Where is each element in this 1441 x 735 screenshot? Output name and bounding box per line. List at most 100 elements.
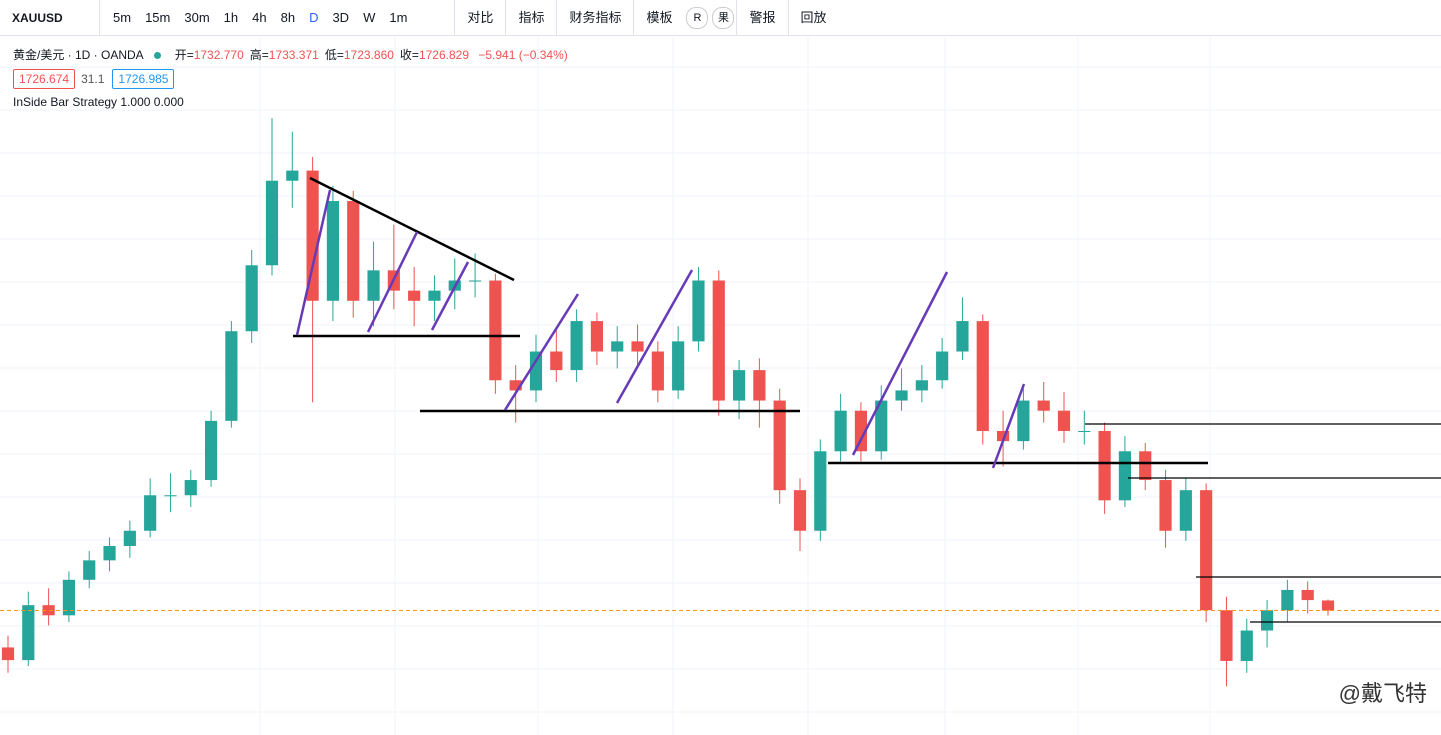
ohlc-label: 开= bbox=[174, 48, 194, 62]
change: −5.941 (−0.34%) bbox=[478, 48, 568, 62]
candle-body bbox=[144, 495, 157, 531]
candle-body bbox=[814, 451, 827, 531]
candle-body bbox=[489, 280, 502, 381]
candle-body bbox=[753, 370, 766, 401]
toolbar: XAUUSD 5m 15m 30m 1h 4h 8h D 3D W 1m 对比 指标 财务指标 模板 R 果… bbox=[0, 0, 1441, 36]
candle-body bbox=[1139, 451, 1152, 481]
candle-body bbox=[204, 420, 218, 481]
toolbar-button[interactable]: 指标 bbox=[505, 0, 556, 36]
toolbar-button[interactable]: 对比 bbox=[454, 0, 505, 36]
toolbar-button[interactable]: 财务指标 bbox=[556, 0, 633, 36]
interval[interactable]: W bbox=[363, 10, 376, 25]
ohlc-value: 1732.770 bbox=[193, 48, 244, 62]
candle-body bbox=[692, 280, 705, 342]
candle-body bbox=[1098, 430, 1111, 501]
watermark: @戴飞特 bbox=[1338, 681, 1427, 706]
ohlc-label: 高= bbox=[249, 48, 269, 62]
toolbar-button[interactable]: 回放 bbox=[787, 0, 839, 36]
interval[interactable]: 1h bbox=[223, 10, 239, 25]
candle-body bbox=[347, 201, 360, 301]
candle-body bbox=[1179, 490, 1192, 531]
candle-body bbox=[1240, 630, 1253, 661]
candle-body bbox=[1, 647, 15, 661]
intervals: 5m 15m 30m 1h 4h 8h D 3D W 1m bbox=[100, 10, 414, 25]
interval[interactable]: 30m bbox=[184, 10, 210, 25]
candle-body bbox=[570, 321, 583, 371]
candle-body bbox=[1321, 600, 1335, 611]
candle-body bbox=[103, 545, 116, 561]
ohlc-value: 1723.860 bbox=[343, 48, 394, 62]
candle-body bbox=[529, 351, 543, 391]
ohlc-label: 低= bbox=[324, 48, 344, 62]
instrument: 黄金/美元 · 1D · OANDA bbox=[13, 48, 144, 62]
candle-body bbox=[1118, 451, 1132, 501]
interval[interactable]: 8h bbox=[280, 10, 296, 25]
candle-body bbox=[468, 280, 482, 282]
badge[interactable]: 果 bbox=[712, 6, 735, 29]
legend: 黄金/美元 · 1D · OANDA 开=1732.770 高=1733.371 低=… bbox=[13, 46, 568, 118]
candle-body bbox=[915, 380, 928, 391]
title-row: 黄金/美元 · 1D · OANDA 开=1732.770 高=1733.371 低=… bbox=[13, 46, 568, 62]
candle-body bbox=[1017, 400, 1030, 442]
ohlc-value: 1733.371 bbox=[268, 48, 319, 62]
indicator-row: InSide Bar Strategy 1.000 0.000 bbox=[13, 95, 568, 109]
candle-body bbox=[42, 605, 55, 616]
drawings bbox=[293, 176, 1208, 465]
candle-body bbox=[1301, 589, 1314, 601]
candle-body bbox=[895, 390, 908, 401]
candle-body bbox=[408, 290, 421, 301]
bid[interactable]: 1726.674 bbox=[13, 69, 76, 89]
candle-body bbox=[712, 280, 725, 401]
indicator: InSide Bar Strategy bbox=[13, 95, 118, 109]
candle-body bbox=[773, 400, 786, 491]
toolbar-button[interactable]: 模板 bbox=[633, 0, 684, 36]
candle-body bbox=[875, 400, 888, 452]
candle-body bbox=[286, 170, 299, 181]
candle-body bbox=[367, 270, 380, 301]
candle-body bbox=[1220, 610, 1233, 661]
candle-body bbox=[1057, 410, 1071, 431]
candle-body bbox=[1078, 430, 1091, 432]
candle-body bbox=[956, 321, 969, 352]
candle-body bbox=[834, 410, 847, 452]
candle-body bbox=[245, 265, 258, 332]
toolbar-button[interactable]: 警报 bbox=[736, 0, 787, 36]
indicator-params: 1.000 0.000 bbox=[120, 95, 184, 109]
candle-body bbox=[1281, 589, 1294, 611]
badge[interactable]: R bbox=[686, 6, 709, 29]
candle-body bbox=[793, 490, 807, 531]
interval[interactable]: 4h bbox=[252, 10, 267, 25]
candle-body bbox=[936, 351, 949, 381]
candle-body bbox=[428, 290, 441, 301]
interval[interactable]: 5m bbox=[113, 10, 132, 25]
candle-body bbox=[1260, 610, 1274, 631]
buttons: 对比 指标 财务指标 模板 R 果警报 回放 bbox=[454, 0, 838, 36]
candle-body bbox=[590, 321, 604, 352]
candle-body bbox=[123, 530, 136, 546]
levels bbox=[1085, 423, 1441, 623]
candle-body bbox=[611, 341, 624, 352]
candle-body bbox=[1037, 400, 1050, 411]
candle-body bbox=[306, 170, 319, 301]
candle-body bbox=[732, 370, 746, 401]
ohlc-value: 1726.829 bbox=[418, 48, 469, 62]
candle-body bbox=[62, 579, 76, 616]
quote-row: 1726.674 31.1 1726.985 bbox=[13, 69, 568, 89]
candle-body bbox=[996, 430, 1010, 442]
chart bbox=[0, 37, 1441, 735]
ask[interactable]: 1726.985 bbox=[112, 69, 175, 89]
candle-body bbox=[265, 180, 279, 266]
interval[interactable]: 15m bbox=[145, 10, 171, 25]
interval[interactable]: D bbox=[309, 10, 319, 25]
ohlc-label: 收= bbox=[399, 48, 419, 62]
candle-body bbox=[225, 331, 238, 421]
candle-body bbox=[22, 605, 35, 661]
candle-body bbox=[976, 321, 989, 431]
spread: 31.1 bbox=[81, 72, 105, 86]
candle-body bbox=[651, 351, 664, 391]
candle-body bbox=[326, 201, 340, 301]
interval[interactable]: 1m bbox=[389, 10, 408, 25]
symbol[interactable]: XAUUSD bbox=[0, 0, 100, 36]
interval[interactable]: 3D bbox=[332, 10, 350, 25]
